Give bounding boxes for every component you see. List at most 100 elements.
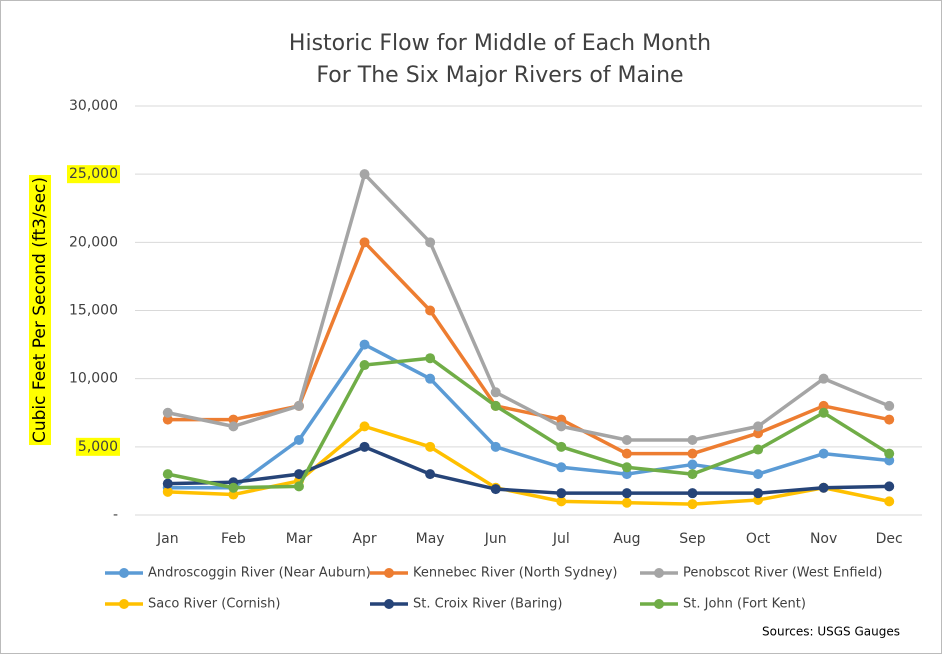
data-point [425,353,436,364]
legend-label: St. Croix River (Baring) [413,597,562,612]
legend-label: St. John (Fort Kent) [683,597,806,612]
y-tick-label: 20,000 [69,234,118,250]
legend-label: Androscoggin River (Near Auburn) [148,566,371,581]
data-point [884,400,895,411]
data-point [687,488,698,499]
data-point [753,421,764,432]
series-line [167,342,890,490]
data-point [621,448,632,459]
legend-label: Kennebec River (North Sydney) [413,566,617,581]
data-point [818,407,829,418]
legend-swatch [384,568,394,578]
data-point [425,441,436,452]
x-tick-label: Apr [352,531,376,547]
data-point [359,339,370,350]
data-point [556,488,567,499]
y-tick-label: 30,000 [69,98,118,114]
series-line [167,445,890,495]
y-tick-label: - [113,507,118,523]
data-point [425,305,436,316]
data-point [818,448,829,459]
label-highlight [67,165,120,184]
series-line [167,172,890,442]
legend-label: Penobscot River (West Enfield) [683,566,882,581]
x-tick-label: Nov [810,531,837,547]
data-point [162,407,173,418]
source-note: Sources: USGS Gauges [762,625,900,639]
legend-swatch [654,568,664,578]
data-point [621,497,632,508]
y-tick-label: 15,000 [69,303,118,319]
series-line [167,356,891,490]
data-point [884,414,895,425]
data-point [490,441,501,452]
data-point [425,373,436,384]
data-point [556,496,567,507]
data-point [359,237,370,248]
data-point [490,387,501,398]
data-point [884,448,895,459]
data-point [162,469,173,480]
data-point [818,482,829,493]
data-point [293,435,304,446]
data-point [425,469,436,480]
data-point [359,169,370,180]
x-tick-label: Dec [876,531,903,547]
y-tick-label: 10,000 [69,371,118,387]
data-point [359,360,370,371]
data-point [687,499,698,510]
data-point [293,400,304,411]
data-point [228,421,239,432]
data-point [228,482,239,493]
chart-title: For The Six Major Rivers of Maine [316,63,683,88]
data-point [293,469,304,480]
data-point [884,481,895,492]
data-point [293,481,304,492]
data-point [490,400,501,411]
y-tick-label: 25,000 [69,166,118,182]
x-tick-label: Feb [221,531,246,547]
data-point [753,444,764,455]
data-point [884,496,895,507]
data-point [490,484,501,495]
label-highlight [29,174,51,446]
data-point [753,469,764,480]
label-highlight [75,437,120,456]
legend-label: Saco River (Cornish) [148,597,280,612]
data-point [687,469,698,480]
x-tick-label: Aug [613,531,640,547]
series-line [167,424,890,506]
data-point [359,441,370,452]
data-point [162,478,173,489]
legend-swatch [654,599,664,609]
legend-swatch [119,568,129,578]
data-point [556,421,567,432]
x-tick-label: Jun [484,531,507,547]
legend-swatch [119,599,129,609]
data-point [687,448,698,459]
y-tick-label: 5,000 [78,439,118,455]
x-tick-label: Sep [679,531,706,547]
data-point [556,462,567,473]
x-tick-label: Mar [286,531,313,547]
data-point [359,421,370,432]
data-point [818,373,829,384]
data-point [162,486,173,497]
data-point [556,441,567,452]
data-point [687,459,698,470]
legend-swatch [384,599,394,609]
chart-title: Historic Flow for Middle of Each Month [289,31,711,56]
data-point [687,435,698,446]
x-tick-label: May [416,531,445,547]
data-point [425,237,436,248]
data-point [621,435,632,446]
data-point [753,488,764,499]
x-tick-label: Oct [746,531,771,547]
data-point [621,488,632,499]
x-tick-label: Jan [156,531,179,547]
x-tick-label: Jul [552,531,570,547]
data-point [621,462,632,473]
